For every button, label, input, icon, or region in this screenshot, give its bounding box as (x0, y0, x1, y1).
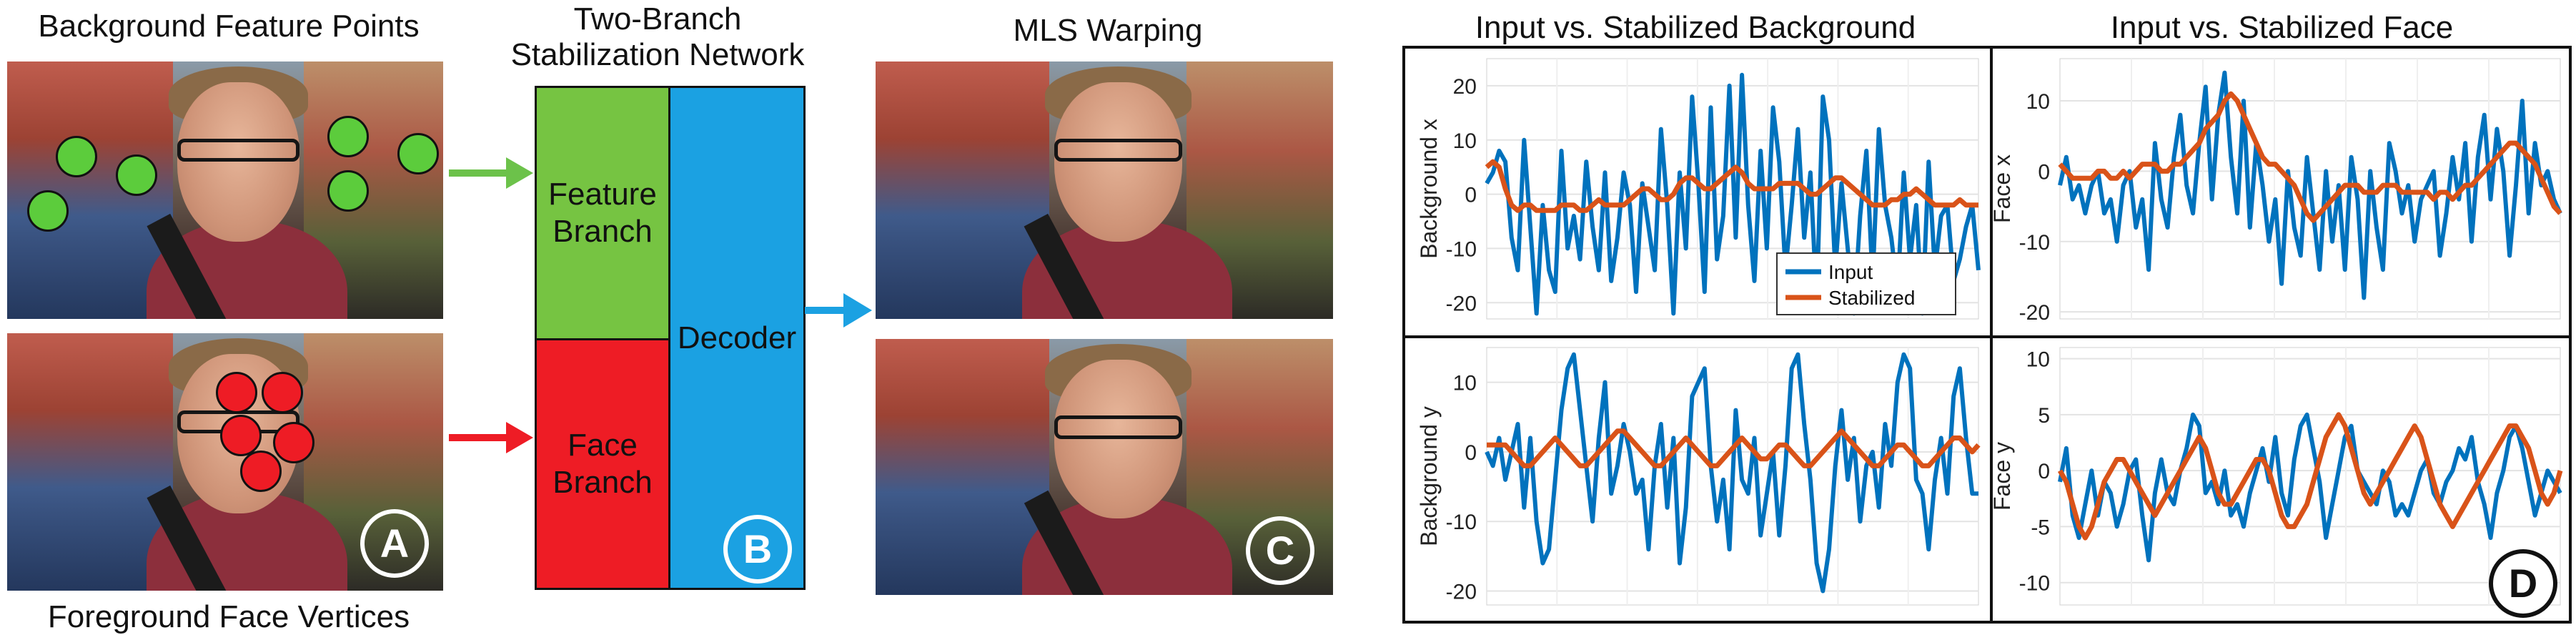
red-arrow-head (506, 422, 533, 453)
y-tick-label: 0 (2038, 160, 2050, 184)
y-tick-label: -5 (2031, 516, 2050, 539)
face-vertex (240, 451, 282, 492)
stabilized-series-line (1485, 159, 1978, 213)
y-tick-label: -20 (1446, 581, 1477, 604)
y-tick-label: 20 (1453, 75, 1477, 99)
legend-label: Input (1828, 261, 1873, 283)
face-branch-label-line1: Face (568, 428, 638, 463)
stabilized-series-line (1487, 428, 1981, 468)
legend-box (1776, 252, 1956, 315)
face-vertex (273, 422, 314, 463)
background-feature-point (327, 116, 369, 157)
background-feature-point (327, 170, 369, 212)
y-axis-label: Background x (1416, 119, 1442, 259)
y-axis-label: Face x (1991, 154, 2015, 223)
plot-background-y: -20 -10 0 10 Background y (1416, 347, 1981, 606)
y-tick-label: -20 (1446, 292, 1477, 315)
warped-frame-bottom: C (876, 339, 1333, 595)
input-frame-background-points (7, 61, 443, 319)
network-title-line1: Two-Branch (573, 1, 742, 36)
network-title-line2: Stabilization Network (510, 37, 805, 72)
face-branch-block: Face Branch (535, 338, 670, 590)
green-arrow-head (506, 157, 533, 189)
face-branch-label-line2: Branch (553, 465, 653, 500)
warped-frame-top (876, 61, 1333, 319)
plot-background-x: -20 -10 0 10 20 Background x Input Stabilized (1416, 58, 1981, 320)
plot-face-x: -20 -10 0 10 Face x (1991, 58, 2562, 325)
stabilized-series-line (2058, 91, 2562, 223)
background-feature-point (27, 190, 69, 232)
y-tick-label: 0 (1465, 184, 1477, 207)
input-series-line (2058, 412, 2562, 563)
caption-background-feature-points: Background Feature Points (38, 9, 420, 44)
y-tick-label: -10 (2019, 231, 2050, 255)
plot-title-face: Input vs. Stabilized Face (2110, 10, 2454, 45)
arrow-b-to-c (805, 293, 872, 328)
y-axis-label: Face y (1991, 442, 2015, 511)
plot-divider-horizontal (1402, 335, 2572, 338)
badge-c: C (1246, 516, 1314, 585)
face-vertex (220, 415, 262, 456)
decoder-block: Decoder (668, 86, 806, 590)
badge-b: B (723, 515, 792, 584)
y-tick-label: 0 (1465, 441, 1477, 465)
blue-arrow-head (843, 293, 872, 328)
plot-face-y: -10 -5 0 5 10 Face y (1991, 347, 2563, 606)
y-tick-label: -10 (2019, 572, 2050, 596)
plot-title-background: Input vs. Stabilized Background (1475, 10, 1916, 45)
badge-d: D (2489, 549, 2557, 618)
y-tick-label: -10 (1446, 237, 1477, 261)
y-axis-label: Background y (1416, 406, 1442, 546)
face-vertex (262, 372, 303, 413)
background-feature-point (397, 133, 439, 174)
y-tick-label: 5 (2038, 404, 2050, 428)
y-tick-label: -20 (2019, 301, 2050, 325)
background-feature-point (116, 154, 157, 196)
input-frame-face-vertices: A (7, 333, 443, 591)
feature-branch-label-line1: Feature (548, 177, 657, 212)
y-tick-label: 10 (1453, 372, 1477, 395)
caption-foreground-face-vertices: Foreground Face Vertices (47, 599, 410, 634)
caption-mls-warping: MLS Warping (1013, 13, 1203, 48)
y-tick-label: 10 (2026, 90, 2050, 114)
input-series-line (1485, 352, 1978, 594)
legend-label: Stabilized (1828, 287, 1915, 309)
feature-branch-label-line2: Branch (553, 214, 653, 249)
y-tick-label: 0 (2038, 460, 2050, 483)
arrows-a-to-b (449, 157, 533, 453)
feature-branch-block: Feature Branch (535, 86, 670, 340)
plot-divider-vertical (1990, 46, 1993, 624)
background-feature-point (56, 136, 97, 177)
badge-a: A (360, 509, 429, 578)
decoder-label: Decoder (677, 320, 797, 355)
input-series-line (2058, 70, 2562, 300)
stabilized-series-line (2057, 412, 2563, 541)
y-tick-label: -10 (1446, 511, 1477, 534)
y-tick-label: 10 (2026, 348, 2050, 372)
y-tick-label: 10 (1453, 129, 1477, 153)
face-vertex (216, 372, 257, 413)
